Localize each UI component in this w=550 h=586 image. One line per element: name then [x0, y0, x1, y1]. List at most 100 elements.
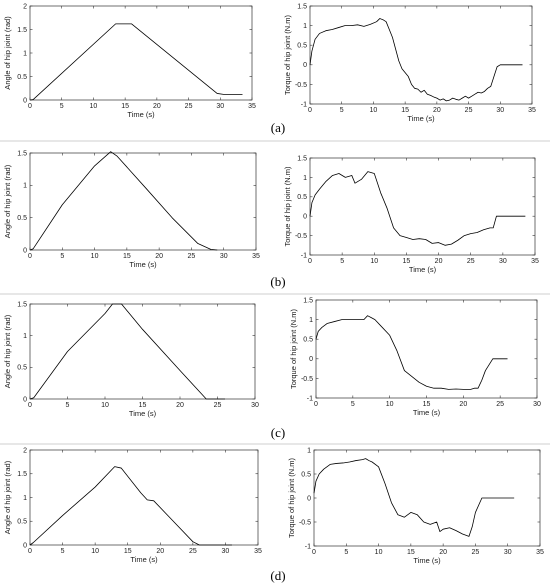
- series-line: [29, 151, 218, 251]
- x-tick-label: 20: [459, 401, 467, 408]
- x-tick-label: 0: [308, 258, 312, 265]
- x-tick-label: 30: [216, 103, 224, 110]
- x-tick-label: 30: [533, 401, 541, 408]
- plot-frame: [315, 299, 538, 399]
- angle-chart: 0 5 10 15 20 25 30 0 0.5 1 1.5 Time (s) Angle of hip…: [3, 301, 259, 418]
- y-tick-label: 0.5: [17, 365, 27, 372]
- angle-chart: 0 5 10 15 20 25 30 35 0 0.5 1 1.5 Time (s) Angle of h…: [3, 150, 260, 269]
- y-tick-label: 0: [303, 214, 307, 221]
- y-tick-label: 1: [23, 333, 27, 340]
- x-tick-label: 15: [139, 402, 147, 409]
- y-tick-label: -1: [301, 252, 307, 259]
- x-tick-label: 20: [439, 549, 447, 556]
- y-tick-label: 0: [23, 247, 27, 254]
- x-tick-label: 30: [220, 253, 228, 260]
- plot-frame: [309, 5, 533, 105]
- x-axis-label: Time (s): [129, 409, 157, 418]
- y-axis-label: Angle of hip joint (rad): [3, 460, 12, 534]
- y-tick-label: 2: [23, 3, 27, 10]
- y-tick-label: -1: [307, 395, 313, 402]
- x-tick-label: 0: [28, 103, 32, 110]
- y-axis-label: Torque of hip joint (N.m): [287, 457, 296, 538]
- x-tick-label: 5: [60, 103, 64, 110]
- series-line: [29, 466, 232, 546]
- y-axis-label: Torque of hip joint (N.m): [289, 308, 298, 389]
- y-tick-label: 1: [303, 23, 307, 30]
- y-tick-label: -0.5: [295, 233, 307, 240]
- y-tick-label: 1.5: [303, 297, 313, 304]
- x-axis-label: Time (s): [127, 110, 155, 119]
- y-tick-label: 1: [23, 183, 27, 190]
- y-axis-label: Torque of hip joint (N.m): [283, 14, 292, 95]
- x-tick-label: 35: [528, 107, 536, 114]
- y-tick-label: 0.5: [297, 43, 307, 50]
- x-tick-label: 15: [124, 548, 132, 555]
- x-tick-label: 25: [189, 548, 197, 555]
- x-tick-label: 30: [496, 107, 504, 114]
- y-tick-label: -0.5: [295, 82, 307, 89]
- x-axis-label: Time (s): [129, 260, 157, 269]
- y-tick-label: -1: [301, 101, 307, 108]
- y-tick-label: 0: [303, 62, 307, 69]
- x-tick-label: 10: [386, 401, 394, 408]
- y-tick-label: 1.5: [17, 150, 27, 157]
- x-tick-label: 10: [91, 253, 99, 260]
- plot-frame: [309, 157, 536, 256]
- series-line: [313, 458, 515, 537]
- x-tick-label: 15: [121, 103, 129, 110]
- y-tick-label: 1: [303, 175, 307, 182]
- x-tick-label: 25: [214, 402, 222, 409]
- y-tick-label: 2: [23, 447, 27, 454]
- angle-chart: 0 5 10 15 20 25 30 35 0 0.5 1 1.5 2 Time (s) Angle of …: [3, 3, 256, 119]
- panel-label: (c): [271, 425, 285, 440]
- x-tick-label: 25: [467, 258, 475, 265]
- x-tick-label: 20: [153, 103, 161, 110]
- torque-chart: 0 5 10 15 20 25 30 35 -1 -0.5 0 0.5 1 1.5 Time (s) Torq…: [283, 155, 539, 274]
- x-tick-label: 30: [504, 549, 512, 556]
- y-axis-label: Torque of hip joint (N.m): [283, 166, 292, 247]
- x-tick-label: 5: [351, 401, 355, 408]
- plot-frame: [29, 303, 256, 400]
- angle-chart: 0 5 10 15 20 25 30 35 0 0.5 1 1.5 2 Time (s) Angle of …: [3, 447, 262, 564]
- x-axis-label: Time (s): [413, 556, 441, 565]
- x-tick-label: 35: [531, 258, 539, 265]
- torque-chart: 0 5 10 15 20 25 30 35 -1 -0.5 0 0.5 1 Time (s) Torque …: [287, 447, 544, 565]
- series-line: [29, 23, 243, 101]
- plot-frame: [29, 152, 257, 251]
- x-tick-label: 15: [407, 549, 415, 556]
- y-tick-label: 0.5: [297, 194, 307, 201]
- x-tick-label: 10: [375, 549, 383, 556]
- series-line: [29, 303, 225, 400]
- y-axis-label: Angle of hip joint (rad): [3, 164, 12, 238]
- x-axis-label: Time (s): [413, 408, 441, 417]
- x-tick-label: 20: [156, 548, 164, 555]
- plot-frame: [29, 5, 253, 101]
- x-axis-label: Time (s): [407, 114, 435, 123]
- x-tick-label: 25: [465, 107, 473, 114]
- y-tick-label: -0.5: [301, 376, 313, 383]
- x-tick-label: 25: [185, 103, 193, 110]
- x-tick-label: 35: [252, 253, 260, 260]
- x-tick-label: 15: [123, 253, 131, 260]
- y-tick-label: 0.5: [17, 215, 27, 222]
- x-tick-label: 5: [66, 402, 70, 409]
- y-tick-label: 0: [23, 97, 27, 104]
- x-tick-label: 35: [254, 548, 262, 555]
- y-tick-label: 1.5: [17, 471, 27, 478]
- y-tick-label: 0: [309, 356, 313, 363]
- x-tick-label: 0: [28, 548, 32, 555]
- x-tick-label: 0: [314, 401, 318, 408]
- x-tick-label: 20: [155, 253, 163, 260]
- panel-label: (a): [271, 120, 285, 135]
- y-tick-label: 0.5: [303, 337, 313, 344]
- x-tick-label: 20: [433, 107, 441, 114]
- x-tick-label: 5: [61, 548, 65, 555]
- y-tick-label: 1.5: [17, 27, 27, 34]
- y-tick-label: 0.5: [301, 471, 311, 478]
- x-tick-label: 0: [312, 549, 316, 556]
- x-tick-label: 5: [340, 258, 344, 265]
- y-tick-label: 1: [307, 447, 311, 454]
- x-tick-label: 10: [90, 103, 98, 110]
